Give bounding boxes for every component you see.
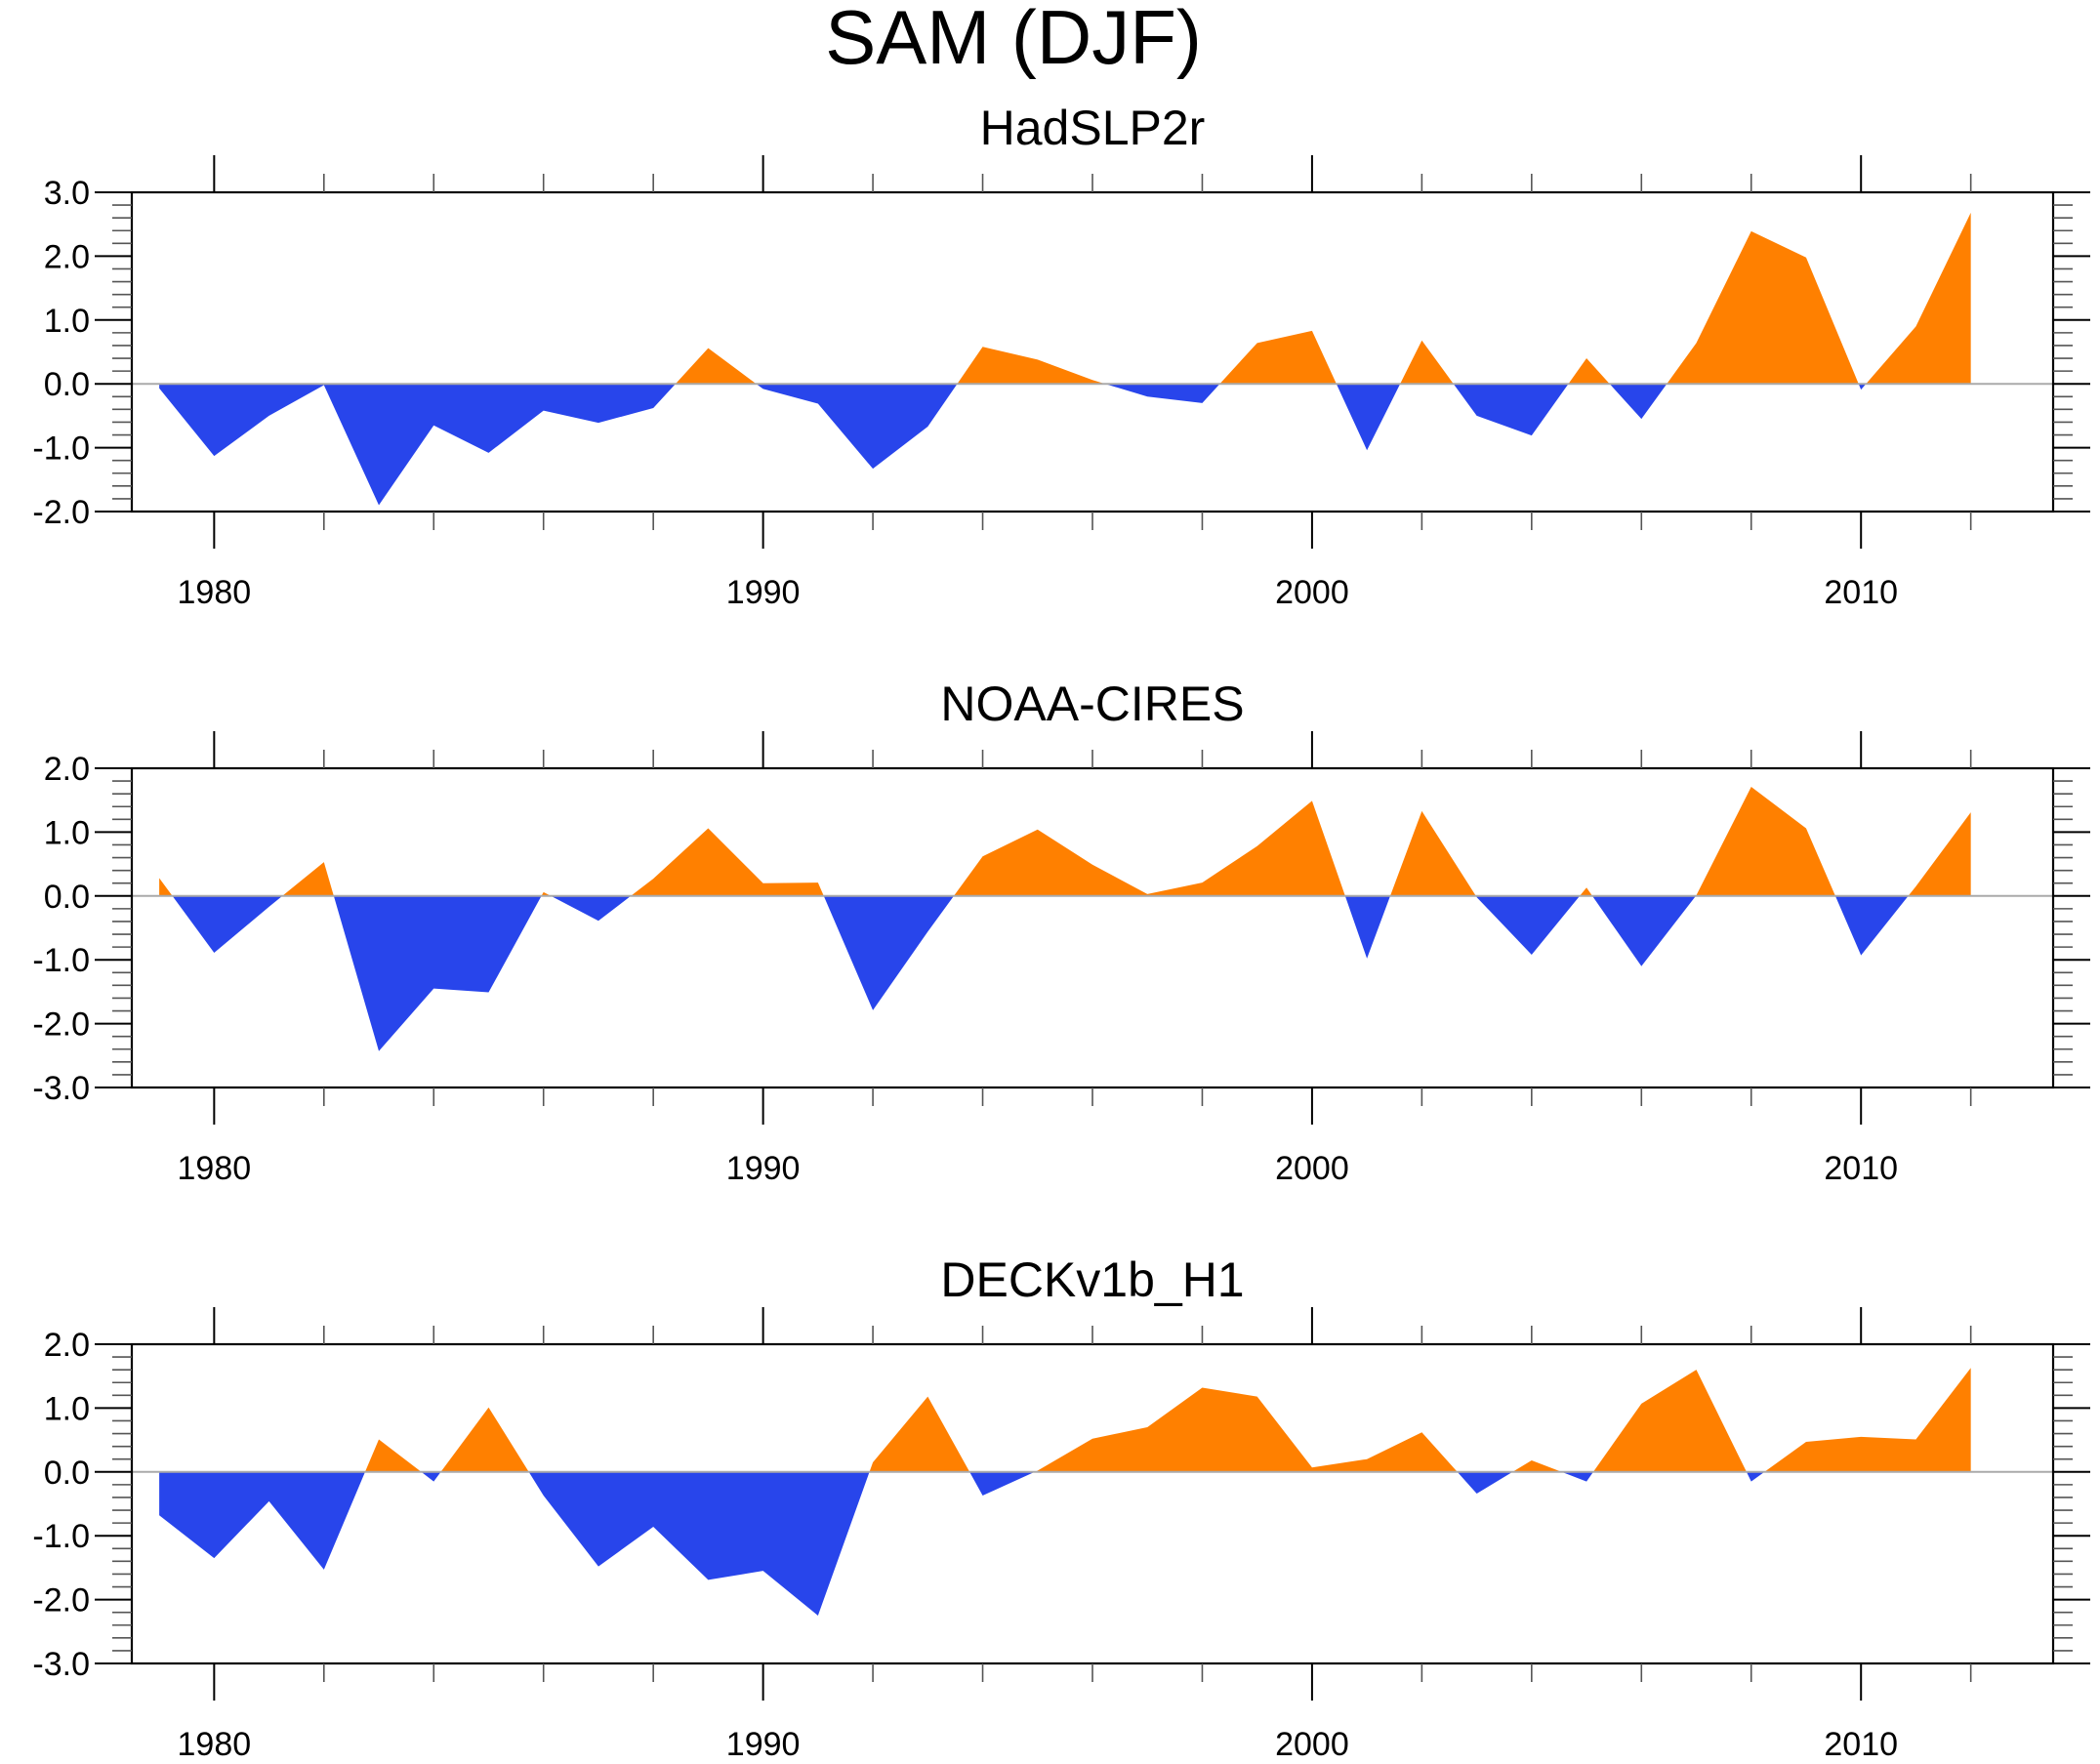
- y-tick-label: -2.0: [32, 1006, 90, 1044]
- y-tick-label: 0.0: [44, 366, 90, 403]
- negative-area: [159, 384, 1971, 506]
- x-tick-label: 1980: [178, 1726, 252, 1763]
- figure-title: SAM (DJF): [825, 0, 1202, 80]
- positive-area: [159, 212, 1971, 385]
- x-tick-label: 2000: [1275, 574, 1349, 611]
- panel-title: HadSLP2r: [980, 101, 1206, 155]
- x-tick-label: 2010: [1824, 1150, 1898, 1187]
- x-tick-label: 1990: [726, 1150, 801, 1187]
- y-tick-label: 0.0: [44, 1455, 90, 1492]
- y-tick-label: -2.0: [32, 494, 90, 531]
- y-tick-label: -1.0: [32, 1518, 90, 1555]
- y-tick-label: 2.0: [44, 238, 90, 275]
- x-tick-label: 2010: [1824, 574, 1898, 611]
- x-tick-label: 2000: [1275, 1726, 1349, 1763]
- x-tick-label: 2000: [1275, 1150, 1349, 1187]
- panels-container: HadSLP2r -2.0 -1.0 0.0 1.0 2.0 3.0 1980 1990 2000…: [32, 101, 2090, 1763]
- positive-area: [159, 1368, 1971, 1472]
- y-tick-label: 1.0: [44, 1390, 90, 1427]
- positive-area: [159, 786, 1971, 896]
- panel-title: NOAA-CIRES: [940, 677, 1244, 731]
- plot-frame: [130, 1342, 2055, 1665]
- x-tick-label: 2010: [1824, 1726, 1898, 1763]
- y-tick-label: -3.0: [32, 1070, 90, 1107]
- x-tick-label: 1990: [726, 1726, 801, 1763]
- negative-area: [159, 895, 1971, 1051]
- panel-deckv1b-h1: DECKv1b_H1 -3.0 -2.0 -1.0 0.0 1.0 2.0 1980 1990 2…: [32, 1252, 2090, 1763]
- panel-noaa-cires: NOAA-CIRES -3.0 -2.0 -1.0 0.0 1.0 2.0 1980 1990 2…: [32, 677, 2090, 1187]
- panel-hadslp2r: HadSLP2r -2.0 -1.0 0.0 1.0 2.0 3.0 1980 1990 2000…: [32, 101, 2090, 611]
- y-tick-label: -2.0: [32, 1582, 90, 1620]
- x-tick-label: 1980: [178, 1150, 252, 1187]
- y-tick-label: 2.0: [44, 1327, 90, 1364]
- y-tick-label: -3.0: [32, 1646, 90, 1683]
- y-tick-label: 1.0: [44, 814, 90, 851]
- y-tick-label: -1.0: [32, 431, 90, 468]
- x-tick-label: 1980: [178, 574, 252, 611]
- y-tick-label: 1.0: [44, 303, 90, 340]
- y-tick-label: 0.0: [44, 879, 90, 916]
- y-tick-label: -1.0: [32, 942, 90, 979]
- negative-area: [159, 1471, 1971, 1616]
- x-tick-label: 1990: [726, 574, 801, 611]
- panel-title: DECKv1b_H1: [940, 1252, 1244, 1307]
- y-tick-label: 3.0: [44, 175, 90, 212]
- y-tick-label: 2.0: [44, 751, 90, 788]
